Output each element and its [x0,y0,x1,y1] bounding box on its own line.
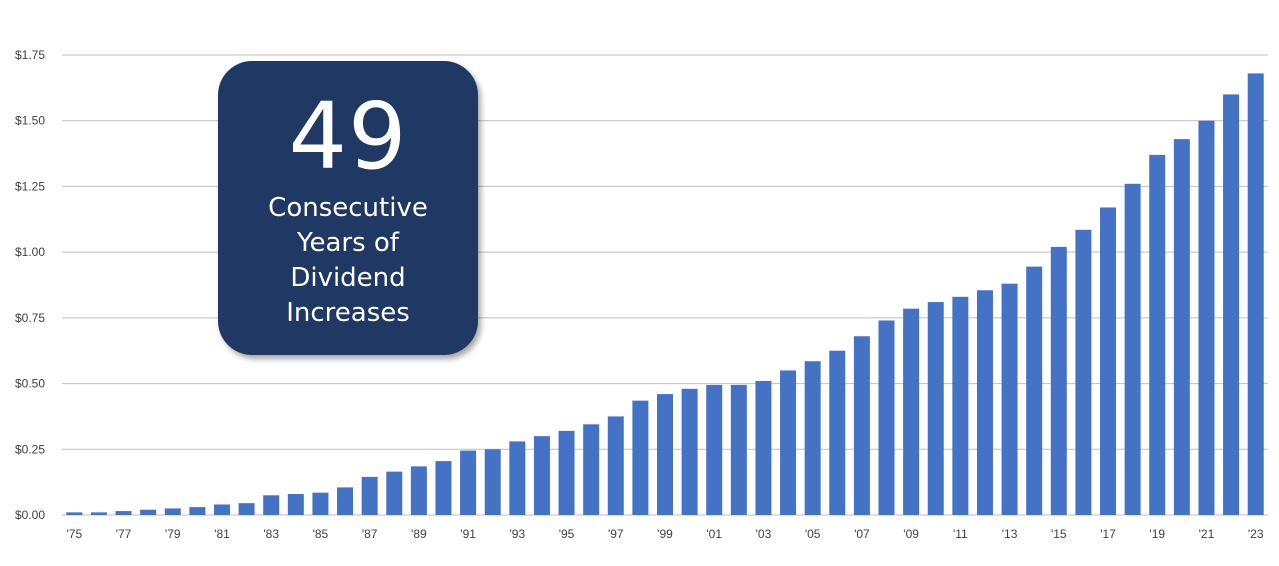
y-tick-label: $0.75 [15,311,45,325]
bar [189,507,206,515]
bar [1223,94,1240,515]
bar [632,400,649,515]
bar [829,350,846,515]
x-tick-label: '91 [460,527,476,541]
bar [435,461,452,515]
x-tick-label: '79 [165,527,181,541]
callout-line-3: Dividend [290,263,406,293]
x-tick-label: '93 [510,527,526,541]
x-tick-label: '23 [1248,527,1264,541]
bar [533,436,550,515]
x-tick-label: '21 [1199,527,1215,541]
bar [460,450,477,515]
x-tick-label: '77 [116,527,132,541]
x-tick-label: '05 [805,527,821,541]
callout-line-1: Consecutive [268,193,428,223]
bar [115,511,132,515]
callout-line-2: Years of [297,228,399,258]
bar [706,384,723,515]
x-tick-label: '19 [1149,527,1165,541]
y-tick-label: $1.25 [15,179,45,193]
bar [903,308,920,515]
x-tick-label: '17 [1100,527,1116,541]
y-tick-label: $1.50 [15,114,45,128]
x-tick-label: '81 [214,527,230,541]
bar [1100,207,1117,515]
bar [1050,246,1067,515]
x-tick-label: '87 [362,527,378,541]
y-tick-label: $0.25 [15,442,45,456]
x-tick-label: '07 [854,527,870,541]
x-tick-label: '75 [66,527,82,541]
x-tick-label: '85 [313,527,329,541]
bar [657,394,673,515]
bar [755,380,772,515]
bar [607,416,624,515]
consecutive-years-callout: 49 Consecutive Years of Dividend Increas… [218,61,478,355]
y-tick-label: $0.00 [15,508,45,522]
y-tick-label: $1.00 [15,245,45,259]
bar [140,509,157,515]
bar [804,361,821,515]
bar [337,487,354,515]
bar [853,336,870,515]
bar [583,424,600,515]
bar [164,508,181,515]
bar [976,290,993,515]
bar [386,471,403,515]
bar [509,441,526,515]
bar [312,492,329,515]
x-tick-label: '11 [953,527,968,541]
x-tick-label: '15 [1051,527,1067,541]
x-tick-label: '13 [1002,527,1018,541]
bar [780,370,797,515]
bar [927,302,944,515]
bar [410,466,427,515]
callout-number: 49 [288,83,408,190]
bar [681,388,698,515]
bar [1198,120,1215,515]
bar [287,493,304,515]
x-tick-label: '83 [263,527,279,541]
bars [66,73,1264,516]
x-axis-tick-labels: '75 '77 '79 '81 '83 '85 '87 '89 '91 '93 '95 '97 '99 '… [66,527,1263,541]
x-tick-label: '01 [706,527,722,541]
x-tick-label: '89 [411,527,427,541]
bar [1247,73,1264,516]
bar [1075,229,1092,516]
y-tick-label: $1.75 [15,48,45,62]
bar [558,430,575,515]
x-tick-label: '09 [903,527,919,541]
bar [1149,154,1166,515]
bar [878,320,895,515]
bar [1026,266,1043,515]
bar [263,495,280,515]
bar [213,504,230,515]
bar [952,296,969,515]
bar [1173,139,1190,515]
y-axis-tick-labels: $0.00 $0.25 $0.50 $0.75 $1.00 $1.25 $1.50 $1.75 [15,48,45,522]
x-tick-label: '95 [559,527,575,541]
bar [90,512,107,515]
bar [730,384,747,515]
x-tick-label: '99 [657,527,673,541]
bar [1124,183,1141,516]
y-tick-label: $0.50 [15,377,45,391]
x-tick-label: '97 [608,527,624,541]
bar [361,476,378,515]
callout-line-4: Increases [286,298,410,328]
x-tick-label: '03 [756,527,772,541]
bar [1001,283,1018,515]
bar [484,449,501,515]
bar [238,503,255,515]
bar [66,512,83,515]
